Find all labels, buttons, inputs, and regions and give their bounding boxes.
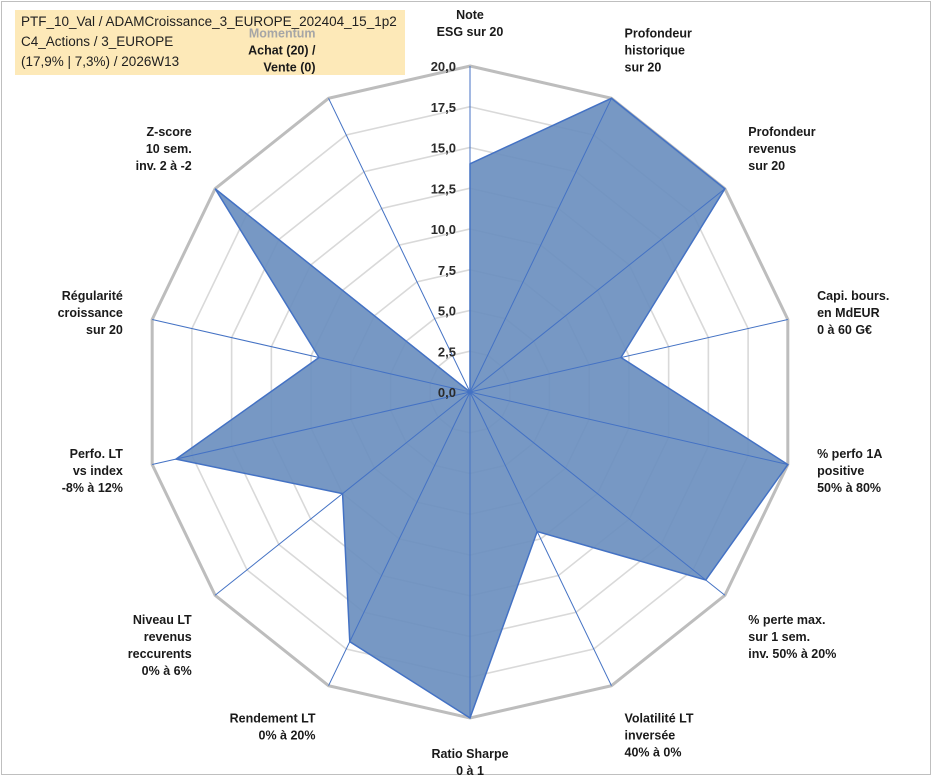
category-label-line: positive <box>817 464 864 478</box>
category-label: Niveau LT revenus reccurents 0% à 6% <box>128 613 192 678</box>
axis-tick-label: 2,5 <box>438 344 456 359</box>
axis-spoke <box>152 318 471 393</box>
category-label-line: Momentum <box>249 26 316 40</box>
category-label-line: inv. 2 à -2 <box>136 159 192 173</box>
category-label-line: Perfo. LT <box>70 447 124 461</box>
category-label-line: Profondeur <box>748 125 815 139</box>
category-label-line: inversée <box>625 729 676 743</box>
category-label-line: reccurents <box>128 647 192 661</box>
category-label-line: 0% à 20% <box>259 729 316 743</box>
category-label-line: Niveau LT <box>133 613 192 627</box>
category-label-line: Z-score <box>147 125 192 139</box>
category-label-line: 40% à 0% <box>625 746 682 760</box>
category-label-line: 10 sem. <box>146 142 192 156</box>
category-label-line: Volatilité LT <box>625 712 694 726</box>
axis-tick-label: 20,0 <box>431 59 456 74</box>
category-label-line: 0% à 6% <box>142 664 192 678</box>
category-label-line: ESG sur 20 <box>437 25 504 39</box>
axis-spoke <box>214 391 471 596</box>
axis-spoke <box>328 391 471 686</box>
asset-class: C4_Actions / 3_EUROPE <box>21 34 174 49</box>
category-label-line: % perfo 1A <box>817 447 882 461</box>
category-label: Ratio Sharpe 0 à 1 <box>431 747 508 776</box>
category-label-line: % perte max. <box>748 613 825 627</box>
axis-spoke <box>469 391 726 596</box>
category-label: Rendement LT 0% à 20% <box>230 712 316 743</box>
category-label-line: en MdEUR <box>817 306 880 320</box>
axis-spoke <box>469 188 726 393</box>
category-label-line: sur 20 <box>625 60 662 74</box>
category-label: Profondeur revenus sur 20 <box>748 125 815 173</box>
portfolio-info-box: PTF_10_Val / ADAMCroissance_3_EUROPE_202… <box>15 10 405 75</box>
axis-spoke <box>469 98 612 393</box>
category-label-line: 0 à 60 G€ <box>817 323 872 337</box>
performance-period: (17,9% | 7,3%) / 2026W13 <box>21 54 180 69</box>
axis-tick-label: 12,5 <box>431 181 456 196</box>
category-label: Capi. bours. en MdEUR 0 à 60 G€ <box>817 289 889 337</box>
category-label-line: Régularité <box>62 289 123 303</box>
category-label-line: -8% à 12% <box>62 481 123 495</box>
portfolio-name: PTF_10_Val / ADAMCroissance_3_EUROPE_202… <box>21 14 397 29</box>
axis-spoke <box>469 391 612 686</box>
category-label-line: 50% à 80% <box>817 481 881 495</box>
category-label-line: Vente (0) <box>263 60 315 74</box>
category-label-line: Profondeur <box>625 26 692 40</box>
axis-spoke <box>328 98 471 393</box>
axis-spoke <box>152 391 471 466</box>
category-label-line: croissance <box>58 306 123 320</box>
axis-tick-label: 10,0 <box>431 222 456 237</box>
axis-tick-label: 7,5 <box>438 263 456 278</box>
axis-tick-label: 15,0 <box>431 141 456 156</box>
axis-tick-label: 5,0 <box>438 304 456 319</box>
category-label-line: sur 1 sem. <box>748 630 810 644</box>
category-label-line: Capi. bours. <box>817 289 889 303</box>
axis-spoke <box>469 318 788 393</box>
category-label-line: Note <box>456 8 484 22</box>
category-label-line: Achat (20) / <box>248 43 316 57</box>
category-label: Volatilité LT inversée 40% à 0% <box>625 712 694 760</box>
category-label-line: sur 20 <box>86 323 123 337</box>
category-label: Perfo. LT vs index -8% à 12% <box>62 447 124 495</box>
category-label-line: sur 20 <box>748 159 785 173</box>
axis-spoke <box>469 391 788 466</box>
category-label: Régularité croissance sur 20 <box>58 289 123 337</box>
category-label: Momentum Achat (20) / Vente (0) <box>248 26 316 74</box>
category-label: % perfo 1A positive 50% à 80% <box>817 447 882 495</box>
category-label: Note ESG sur 20 <box>437 8 504 39</box>
category-label-line: Ratio Sharpe <box>431 747 508 761</box>
category-label-line: historique <box>625 43 685 57</box>
category-label-line: revenus <box>748 142 796 156</box>
category-label-line: Rendement LT <box>230 712 316 726</box>
axis-spoke <box>214 188 471 393</box>
axis-tick-label: 17,5 <box>431 100 456 115</box>
category-label: Profondeur historique sur 20 <box>625 26 692 74</box>
axis-tick-label: 0,0 <box>438 385 456 400</box>
category-label-line: inv. 50% à 20% <box>748 647 836 661</box>
category-label-line: vs index <box>73 464 123 478</box>
category-label: Z-score 10 sem. inv. 2 à -2 <box>136 125 192 173</box>
series-area <box>174 97 789 720</box>
category-label-line: 0 à 1 <box>456 764 484 776</box>
category-label-line: revenus <box>144 630 192 644</box>
category-label: % perte max. sur 1 sem. inv. 50% à 20% <box>748 613 836 661</box>
